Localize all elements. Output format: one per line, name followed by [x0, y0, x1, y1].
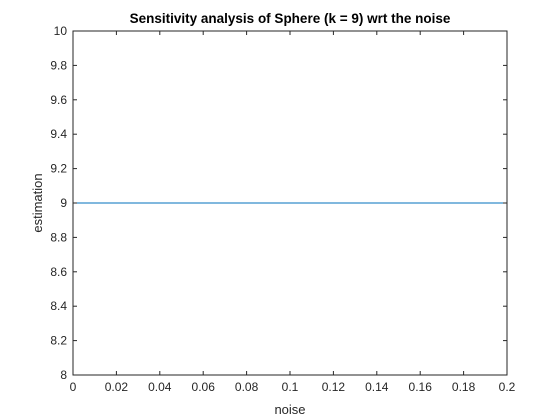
- y-tick-label: 8: [60, 368, 67, 382]
- x-tick-label: 0.14: [365, 380, 389, 394]
- y-tick-label: 8.8: [50, 230, 67, 244]
- y-tick-label: 8.6: [50, 265, 67, 279]
- x-tick-label: 0.2: [499, 380, 516, 394]
- x-tick-label: 0.1: [282, 380, 299, 394]
- y-tick-label: 9: [60, 196, 67, 210]
- y-tick-label: 9.4: [50, 127, 67, 141]
- y-axis-label: estimation: [30, 173, 45, 232]
- ticks-layer: 0 0.02 0.04 0.06 0.08 0.1 0.12 0.14 0.16 0.18 0.2 8…: [50, 24, 515, 394]
- x-tick-label: 0.04: [148, 380, 172, 394]
- x-tick-label: 0.06: [192, 380, 216, 394]
- x-axis-label: noise: [274, 402, 305, 417]
- x-tick-label: 0: [70, 380, 77, 394]
- x-tick-label: 0.02: [105, 380, 129, 394]
- y-tick-label: 8.2: [50, 334, 67, 348]
- y-tick-label: 9.8: [50, 58, 67, 72]
- x-tick-label: 0.12: [322, 380, 346, 394]
- x-tick-label: 0.08: [235, 380, 259, 394]
- axes-box: [72, 30, 508, 376]
- y-tick-label: 9.2: [50, 162, 67, 176]
- x-tick-label: 0.18: [452, 380, 476, 394]
- y-tick-label: 10: [54, 24, 68, 38]
- x-tick-label: 0.16: [409, 380, 433, 394]
- y-tick-label: 9.6: [50, 93, 67, 107]
- y-tick-label: 8.4: [50, 299, 67, 313]
- chart-title: Sensitivity analysis of Sphere (k = 9) w…: [130, 11, 451, 26]
